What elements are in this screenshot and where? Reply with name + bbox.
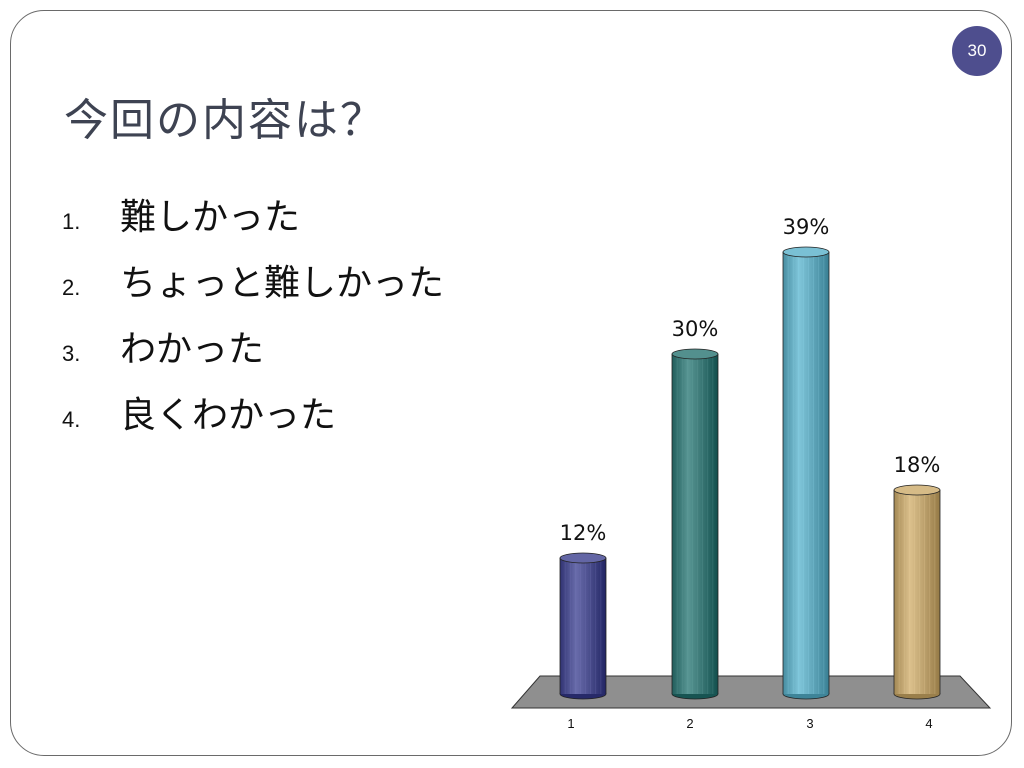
bar-1 <box>559 552 607 700</box>
bar-body <box>783 252 829 694</box>
answer-option-list: 1. 難しかった 2. ちょっと難しかった 3. わかった 4. 良くわかった <box>62 188 444 452</box>
data-label: 18% <box>894 453 941 477</box>
x-tick-label: 2 <box>686 716 693 731</box>
bar-body <box>894 490 940 694</box>
bar-body <box>560 558 606 694</box>
x-tick-label: 4 <box>925 716 932 731</box>
option-number: 1. <box>62 209 81 234</box>
bar-series <box>559 246 941 700</box>
data-label: 30% <box>672 317 719 341</box>
option-label: わかった <box>120 329 265 370</box>
bar-cap <box>671 348 719 360</box>
x-tick-label: 3 <box>806 716 813 731</box>
x-tick-labels: 1 2 3 4 <box>567 716 932 731</box>
option-number: 2. <box>62 275 81 300</box>
bar-cap <box>559 552 607 564</box>
x-tick-label: 1 <box>567 716 574 731</box>
bar-2 <box>671 348 719 700</box>
bar-cap <box>782 246 830 258</box>
slide-title: 今回の内容は？ <box>64 95 386 146</box>
option-label: 難しかった <box>120 197 301 238</box>
data-label: 12% <box>560 521 607 545</box>
list-item: 1. 難しかった <box>62 188 444 254</box>
slide-frame <box>10 10 1012 756</box>
list-item: 3. わかった <box>62 320 444 386</box>
bar-cap <box>893 484 941 496</box>
list-item: 4. 良くわかった <box>62 386 444 452</box>
list-item: 2. ちょっと難しかった <box>62 254 444 320</box>
option-label: 良くわかった <box>120 395 337 436</box>
bar-4 <box>893 484 941 700</box>
page-number-badge: 30 <box>952 26 1002 76</box>
bar-3 <box>782 246 830 700</box>
data-labels: 12% 30% 39% 18% <box>560 215 941 545</box>
bar-body <box>672 354 718 694</box>
option-number: 4. <box>62 407 81 432</box>
option-number: 3. <box>62 341 81 366</box>
option-label: ちょっと難しかった <box>120 263 445 304</box>
data-label: 39% <box>783 215 830 239</box>
